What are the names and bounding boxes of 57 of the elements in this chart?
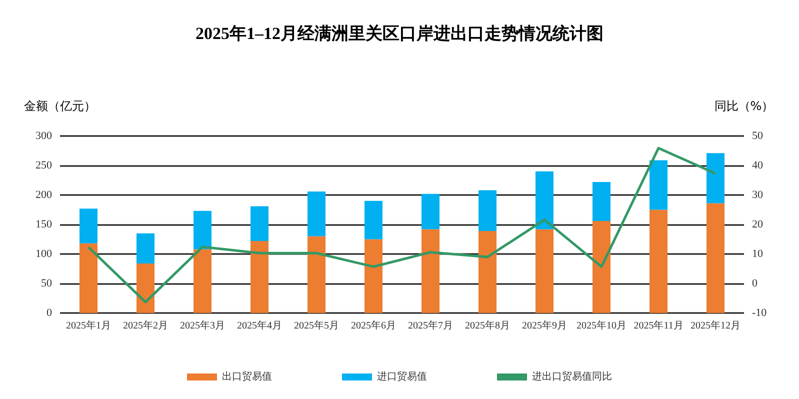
y-tick-label: 250 [36, 160, 52, 172]
bar [422, 229, 440, 313]
y2-tick-label: 0 [752, 278, 758, 290]
bar [136, 233, 154, 264]
x-tick-label: 2025年3月 [180, 320, 225, 332]
bar [250, 241, 268, 313]
bar [592, 220, 610, 313]
x-tick-label: 2025年10月 [576, 320, 626, 332]
bar [364, 239, 382, 313]
y2-tick-label: 40 [752, 160, 764, 172]
x-tick-label: 2025年6月 [351, 320, 396, 332]
y2-tick-label: 30 [752, 189, 764, 201]
chart-title: 2025年1–12月经满洲里关区口岸进出口走势情况统计图 [196, 24, 604, 43]
y-tick-label: 150 [36, 218, 52, 230]
bar [706, 203, 724, 313]
y2-axis-title: 同比（%） [714, 99, 774, 113]
bar [194, 210, 212, 250]
x-tick-label: 2025年7月 [408, 320, 453, 332]
x-tick-label: 2025年5月 [294, 320, 339, 332]
y2-tick-label: 50 [752, 130, 764, 142]
bar [536, 229, 554, 313]
x-tick-label: 2025年12月 [690, 320, 740, 332]
bar [80, 243, 98, 313]
y-axis-title: 金额（亿元） [24, 99, 96, 113]
y-tick-label: 50 [41, 278, 52, 290]
line-series [87, 146, 717, 304]
x-tick-label: 2025年8月 [465, 320, 510, 332]
bar [422, 194, 440, 230]
bar [308, 236, 326, 313]
y-tick-label: 200 [36, 189, 52, 201]
bar [478, 230, 496, 313]
bar [308, 191, 326, 236]
bar [136, 263, 154, 313]
bar [536, 171, 554, 230]
bar [194, 249, 212, 313]
x-tick-label: 2025年11月 [634, 320, 684, 332]
bar [592, 182, 610, 221]
x-tick-label: 2025年9月 [522, 320, 567, 332]
bar [250, 206, 268, 242]
legend-label: 进出口贸易值同比 [532, 370, 612, 382]
y2-tick-label: 10 [752, 248, 764, 260]
y2-tick-label: -10 [752, 307, 768, 319]
x-tick-label: 2025年2月 [123, 320, 168, 332]
bar [706, 153, 724, 204]
bar [80, 208, 98, 244]
bar [650, 160, 668, 210]
x-tick-label: 2025年1月 [66, 320, 111, 332]
x-tick-label: 2025年4月 [237, 320, 282, 332]
bar [364, 200, 382, 240]
y-tick-label: 300 [36, 130, 52, 142]
bar [478, 190, 496, 231]
legend-label: 出口贸易值 [222, 370, 272, 382]
bar [650, 210, 668, 313]
y-tick-label: 0 [46, 307, 52, 319]
y-tick-label: 100 [36, 248, 52, 260]
legend-label: 进口贸易值 [377, 370, 427, 382]
y2-tick-label: 20 [752, 218, 764, 230]
